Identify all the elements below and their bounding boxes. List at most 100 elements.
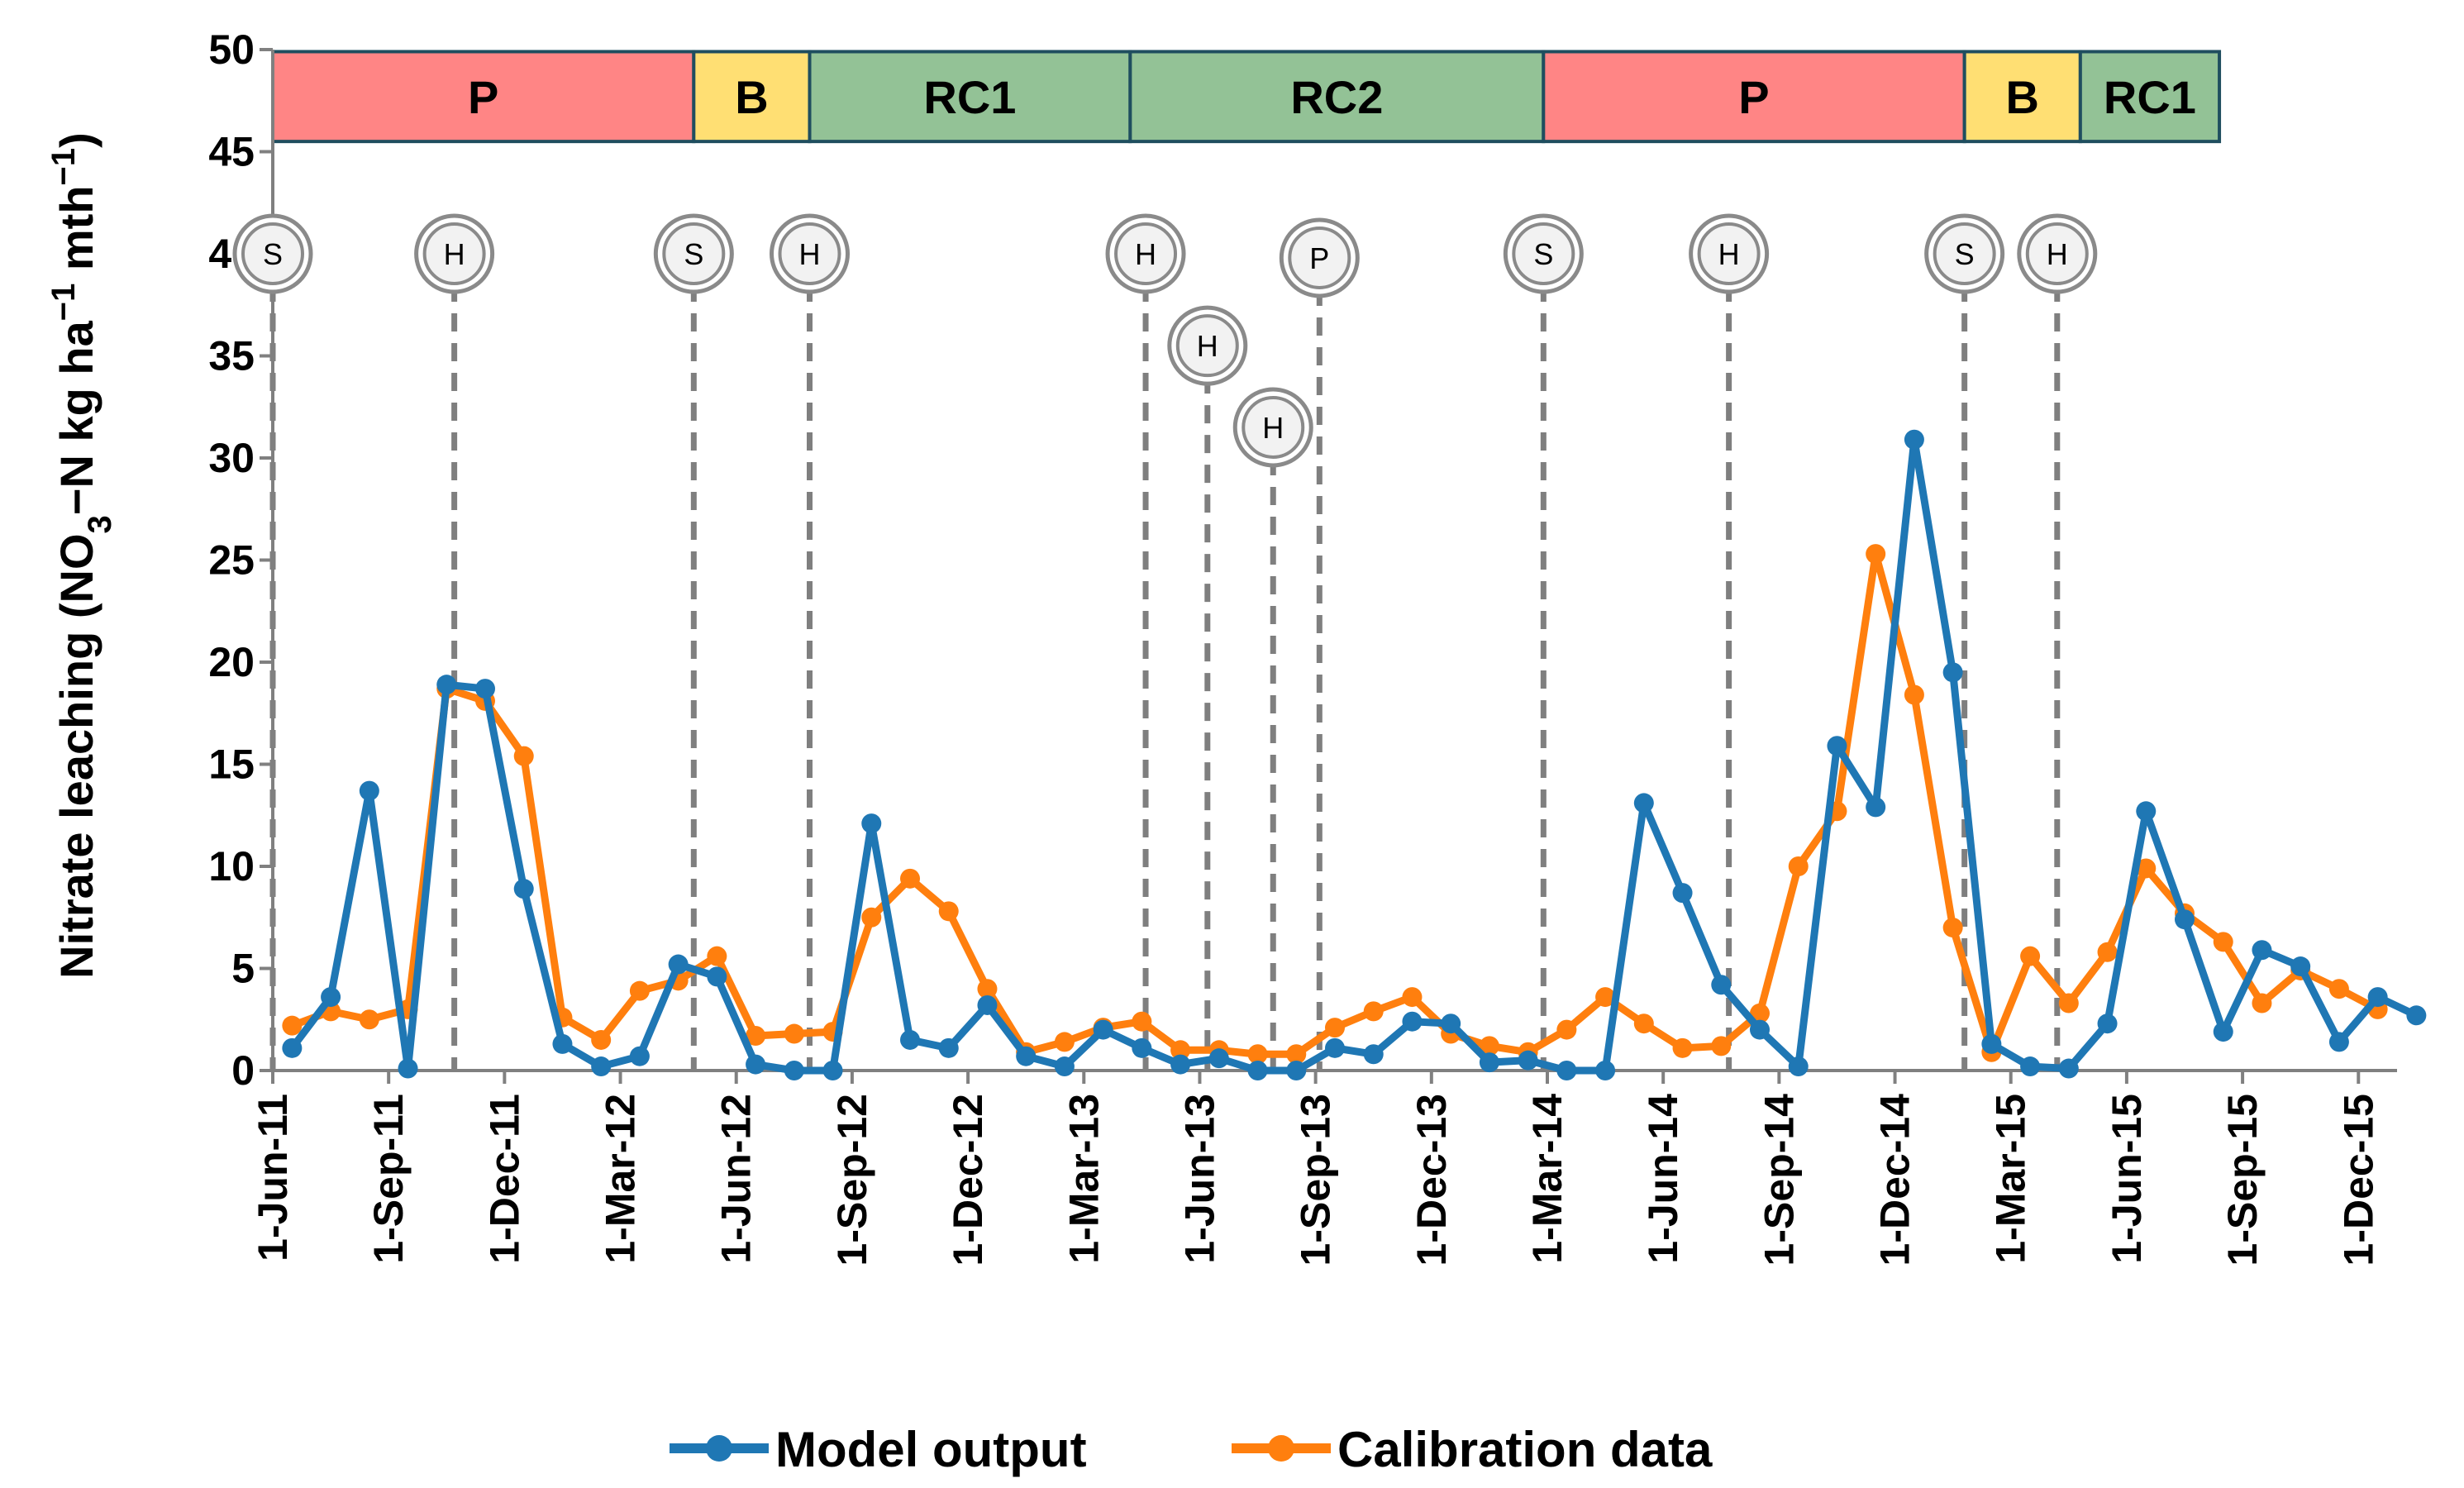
data-point-calibration-data-41 <box>1866 544 1886 565</box>
phase-block-6 <box>2078 50 2222 144</box>
y-tick-label-10: 10 <box>208 843 255 889</box>
data-point-calibration-data-31 <box>1479 1036 1499 1056</box>
event-marker-label-10: S <box>1955 237 1975 271</box>
event-marker-label-11: H <box>2047 237 2068 271</box>
data-point-model-output-41 <box>1866 797 1886 818</box>
event-marker-7: P <box>1279 217 1360 298</box>
event-marker-inner-ring-0 <box>241 222 304 285</box>
legend-item-calibration-data: Calibration data <box>1232 1422 1713 1477</box>
y-axis-label-sup1: −1 <box>45 284 82 322</box>
legend-label-model-output: Model output <box>775 1422 1087 1477</box>
legend-marker-calibration-data <box>1268 1435 1294 1462</box>
x-tick-label-1-jun-13: 1-Jun-13 <box>1176 1094 1222 1264</box>
event-marker-label-7: P <box>1309 241 1329 275</box>
data-point-model-output-25 <box>1247 1061 1268 1080</box>
data-point-calibration-data-2 <box>359 1009 379 1030</box>
data-point-model-output-21 <box>1093 1019 1113 1040</box>
data-point-model-output-40 <box>1827 736 1847 756</box>
data-point-calibration-data-33 <box>1556 1019 1577 1040</box>
legend: Model output Calibration data <box>670 1422 1713 1477</box>
data-point-model-output-22 <box>1132 1037 1152 1058</box>
data-point-model-output-6 <box>513 879 534 899</box>
phase-block-4 <box>1542 50 1966 144</box>
x-tick-label-1-mar-12: 1-Mar-12 <box>598 1094 644 1264</box>
phase-label-4: P <box>1738 71 1769 123</box>
data-point-calibration-data-37 <box>1711 1036 1732 1056</box>
data-point-model-output-53 <box>2328 1032 2349 1052</box>
data-point-model-output-1 <box>321 987 341 1008</box>
data-point-model-output-24 <box>1208 1048 1229 1069</box>
data-point-model-output-38 <box>1750 1019 1770 1040</box>
data-point-calibration-data-17 <box>938 901 959 922</box>
x-tick-label-1-mar-14: 1-Mar-14 <box>1524 1094 1570 1264</box>
event-marker-label-0: S <box>263 237 283 271</box>
data-point-model-output-0 <box>282 1037 303 1058</box>
x-tick-label-1-sep-12: 1-Sep-12 <box>829 1094 875 1266</box>
event-marker-2: S <box>653 213 734 294</box>
x-tick-labels: 1-Jun-11 1-Sep-11 1-Dec-11 1-Mar-12 1-Jun-12… <box>250 1071 2381 1266</box>
event-marker-inner-ring-3 <box>778 222 841 285</box>
x-tick-label-1-sep-13: 1-Sep-13 <box>1293 1094 1339 1266</box>
event-marker-inner-ring-1 <box>422 222 486 285</box>
data-point-model-output-50 <box>2213 1022 2233 1042</box>
event-marker-inner-ring-2 <box>662 222 726 285</box>
data-point-calibration-data-20 <box>1054 1032 1075 1052</box>
event-marker-10: S <box>1924 213 2005 294</box>
x-tick-label-1-jun-11: 1-Jun-11 <box>250 1094 296 1261</box>
data-point-model-output-49 <box>2175 909 2195 930</box>
data-point-model-output-31 <box>1479 1052 1499 1073</box>
event-marker-label-1: H <box>444 237 465 271</box>
data-point-calibration-data-48 <box>2136 858 2157 879</box>
data-point-calibration-data-43 <box>1942 918 1963 938</box>
phase-label-0: P <box>468 71 498 123</box>
data-point-calibration-data-0 <box>282 1015 303 1036</box>
data-point-calibration-data-53 <box>2328 979 2349 999</box>
x-tick-label-1-sep-14: 1-Sep-14 <box>1756 1094 1802 1266</box>
event-marker-inner-ring-9 <box>1697 222 1761 285</box>
data-point-calibration-data-51 <box>2252 993 2272 1013</box>
data-point-calibration-data-34 <box>1595 987 1616 1008</box>
data-point-model-output-5 <box>475 679 495 699</box>
y-axis-label-sub: 3 <box>82 515 118 533</box>
data-point-model-output-8 <box>591 1056 612 1077</box>
data-point-calibration-data-23 <box>1170 1040 1191 1061</box>
data-point-model-output-32 <box>1518 1050 1538 1071</box>
event-marker-label-8: S <box>1533 237 1553 271</box>
y-axis-label-mid1: −N kg ha <box>50 320 102 515</box>
event-marker-1: H <box>414 213 495 294</box>
data-point-model-output-34 <box>1595 1061 1616 1080</box>
data-point-model-output-14 <box>822 1061 843 1080</box>
y-axis-label-prefix: Nitrate leaching (NO <box>50 533 102 978</box>
event-marker-label-4: H <box>1135 237 1156 271</box>
data-point-calibration-data-27 <box>1325 1018 1345 1038</box>
data-point-model-output-19 <box>1016 1046 1037 1066</box>
phase-block-2 <box>808 50 1132 144</box>
data-point-model-output-12 <box>746 1054 766 1075</box>
data-point-model-output-7 <box>552 1033 573 1054</box>
phase-block-1 <box>692 50 812 144</box>
data-point-calibration-data-9 <box>629 980 650 1001</box>
data-point-model-output-27 <box>1325 1037 1345 1058</box>
data-point-calibration-data-6 <box>513 746 534 766</box>
phase-label-6: RC1 <box>2104 71 2196 123</box>
phase-label-3: RC2 <box>1290 71 1383 123</box>
event-marker-inner-ring-8 <box>1512 222 1575 285</box>
event-marker-label-9: H <box>1718 237 1740 271</box>
data-point-model-output-46 <box>2058 1058 2079 1079</box>
data-point-model-output-33 <box>1556 1061 1577 1080</box>
data-point-model-output-35 <box>1633 793 1654 813</box>
data-point-model-output-13 <box>784 1061 804 1080</box>
data-point-model-output-18 <box>977 994 998 1015</box>
event-marker-inner-ring-6 <box>1242 395 1305 459</box>
y-tick-label-20: 20 <box>208 639 255 685</box>
data-point-calibration-data-16 <box>900 868 920 889</box>
series-line-model-output <box>288 436 2419 1075</box>
x-tick-label-1-mar-13: 1-Mar-13 <box>1060 1094 1107 1264</box>
event-marker-inner-ring-4 <box>1114 222 1178 285</box>
data-point-calibration-data-36 <box>1672 1037 1693 1058</box>
data-point-calibration-data-46 <box>2058 993 2079 1013</box>
y-axis-label-suffix: ) <box>50 132 102 148</box>
data-point-model-output-51 <box>2252 940 2272 961</box>
data-point-model-output-30 <box>1441 1013 1461 1034</box>
x-tick-label-1-sep-11: 1-Sep-11 <box>365 1094 412 1264</box>
